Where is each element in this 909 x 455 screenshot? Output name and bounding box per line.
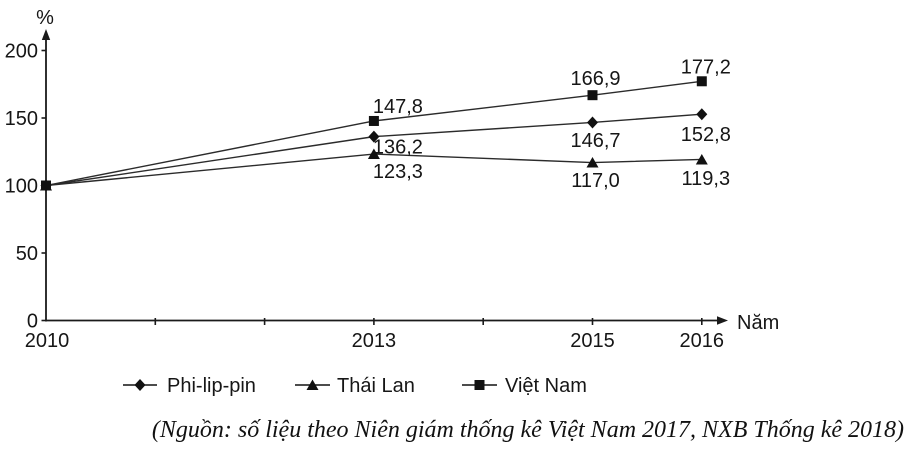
data-point-marker <box>41 180 51 191</box>
data-point-marker <box>696 108 708 121</box>
data-point-marker <box>368 115 379 126</box>
legend-label: Thái Lan <box>337 375 415 397</box>
source-note: (Nguồn: số liệu theo Niên giám thống kê … <box>151 417 904 443</box>
legend-item: Thái Lan <box>295 375 415 397</box>
y-axis-arrow <box>41 29 51 40</box>
x-tick-label: 2010 <box>25 330 70 352</box>
y-tick-label: 100 <box>5 176 38 198</box>
data-point-label: 119,3 <box>682 168 731 190</box>
y-axis-unit-label: % <box>36 7 54 29</box>
series-line <box>45 80 702 187</box>
y-tick-label: 50 <box>16 243 38 265</box>
line-chart: 0 50 100 150 200 2010 2013 2015 2016% Năm 136,2 146… <box>5 7 780 397</box>
data-point-marker <box>587 90 598 101</box>
x-tick-label: 2016 <box>680 330 725 352</box>
legend-item: Phi-lip-pin <box>123 375 256 397</box>
data-point-label: 123,3 <box>373 161 423 183</box>
y-tick-label: 0 <box>27 311 38 333</box>
data-point-label: 152,8 <box>681 124 731 146</box>
data-point-label: 136,2 <box>373 137 423 159</box>
data-point-label: 166,9 <box>570 68 620 90</box>
data-point-label: 147,8 <box>373 96 423 118</box>
x-tick-label: 2015 <box>570 330 615 352</box>
data-point-marker <box>368 130 380 143</box>
legend: Phi-lip-pin Thái Lan Việt Nam <box>123 375 587 397</box>
x-tick-label: 2013 <box>352 330 397 352</box>
series-line <box>45 153 702 187</box>
data-point-marker <box>587 116 598 129</box>
y-tick-label: 150 <box>5 108 38 130</box>
data-point-label: 146,7 <box>570 130 620 152</box>
data-point-marker <box>367 148 380 160</box>
x-axis-unit-label: Năm <box>737 312 779 334</box>
legend-marker-triangle <box>306 379 319 390</box>
data-point-marker <box>695 153 708 165</box>
legend-marker-square <box>474 380 485 390</box>
x-axis-arrow <box>717 316 728 325</box>
series-line <box>45 113 702 187</box>
legend-label: Phi-lip-pin <box>167 375 256 397</box>
data-point-label: 117,0 <box>571 170 620 192</box>
data-point-marker <box>696 76 707 87</box>
legend-marker-diamond <box>134 379 146 391</box>
y-tick-label: 200 <box>5 41 38 63</box>
data-point-label: 177,2 <box>681 56 731 78</box>
data-point-marker <box>586 157 599 168</box>
legend-item: Việt Nam <box>462 375 587 397</box>
legend-label: Việt Nam <box>505 375 587 397</box>
